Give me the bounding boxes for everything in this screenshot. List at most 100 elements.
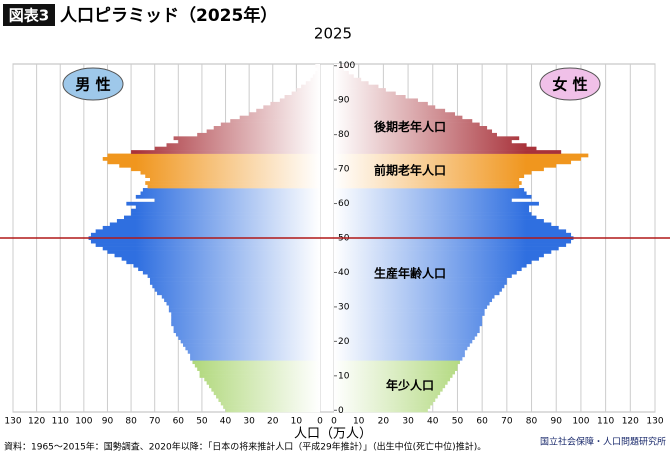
bar bbox=[334, 387, 443, 392]
bar bbox=[204, 377, 320, 382]
bar bbox=[315, 70, 320, 75]
bar bbox=[312, 74, 320, 79]
bar bbox=[334, 267, 522, 272]
bar bbox=[334, 263, 527, 268]
bar bbox=[225, 408, 320, 413]
bar bbox=[334, 305, 488, 309]
bar bbox=[334, 260, 532, 265]
bar bbox=[334, 229, 567, 234]
bar bbox=[230, 119, 320, 123]
x-tick-label: 0 bbox=[331, 417, 337, 427]
bar bbox=[334, 232, 572, 237]
bar bbox=[334, 363, 458, 368]
bar bbox=[334, 153, 589, 158]
x-tick-label: 90 bbox=[551, 417, 563, 427]
bar bbox=[178, 139, 320, 144]
bar bbox=[334, 184, 520, 189]
bar bbox=[301, 84, 320, 89]
x-tick-label: 10 bbox=[291, 417, 303, 427]
bar bbox=[334, 398, 436, 402]
bar bbox=[334, 67, 344, 72]
bar bbox=[270, 101, 320, 106]
bar bbox=[334, 225, 559, 230]
bar bbox=[334, 301, 490, 306]
bar bbox=[334, 101, 428, 106]
bar bbox=[192, 360, 320, 365]
bar bbox=[334, 349, 465, 354]
bar bbox=[334, 356, 463, 361]
bar bbox=[334, 132, 497, 137]
bar bbox=[334, 291, 500, 296]
y-tick-label: 0 bbox=[338, 406, 344, 416]
bar bbox=[334, 343, 470, 347]
bar bbox=[334, 188, 525, 192]
group-label: 生産年齢人口 bbox=[374, 266, 446, 281]
bar bbox=[199, 370, 320, 375]
bar bbox=[334, 329, 480, 334]
bar bbox=[334, 346, 468, 351]
x-tick-label: 80 bbox=[125, 417, 137, 427]
bar bbox=[249, 112, 320, 116]
bar bbox=[142, 188, 320, 192]
x-tick-label: 60 bbox=[173, 417, 185, 427]
bar bbox=[334, 243, 567, 247]
bar bbox=[114, 253, 321, 258]
page-title: 人口ピラミッド（2025年） bbox=[60, 5, 277, 26]
x-tick-label: 130 bbox=[646, 417, 663, 427]
bar bbox=[161, 294, 320, 299]
bar bbox=[131, 208, 320, 213]
bar bbox=[334, 277, 507, 282]
bar bbox=[315, 64, 320, 68]
bar bbox=[213, 126, 320, 130]
bar bbox=[147, 274, 320, 278]
bar bbox=[142, 270, 320, 275]
bar bbox=[180, 339, 320, 344]
bar bbox=[334, 70, 349, 75]
bar bbox=[183, 343, 320, 347]
bar bbox=[138, 267, 320, 272]
bar bbox=[334, 384, 446, 389]
bar bbox=[334, 98, 418, 103]
bar bbox=[109, 222, 320, 227]
group-label: 後期老年人口 bbox=[374, 119, 446, 134]
bar bbox=[152, 284, 320, 289]
bar bbox=[334, 380, 448, 385]
x-tick-label: 110 bbox=[52, 417, 69, 427]
bar bbox=[334, 253, 544, 258]
bar bbox=[149, 281, 320, 285]
bar bbox=[334, 239, 572, 244]
legend-bubble bbox=[539, 67, 601, 101]
bar bbox=[334, 281, 507, 285]
bar bbox=[90, 232, 320, 237]
bar bbox=[135, 194, 320, 199]
bar bbox=[334, 139, 512, 144]
badge: 図表3 bbox=[9, 7, 49, 25]
bar bbox=[119, 163, 321, 168]
bar bbox=[90, 239, 320, 244]
bar bbox=[334, 95, 406, 99]
bar bbox=[334, 212, 532, 216]
bar bbox=[334, 105, 436, 110]
bar bbox=[334, 308, 485, 313]
bar bbox=[135, 205, 320, 210]
bar bbox=[334, 360, 460, 365]
x-tick-label: 50 bbox=[196, 417, 208, 427]
bar bbox=[334, 274, 512, 278]
bar bbox=[131, 167, 320, 172]
y-tick-label: 30 bbox=[338, 302, 350, 312]
chart-title: 2025 bbox=[314, 25, 352, 43]
bar bbox=[334, 215, 537, 220]
x-tick-label: 100 bbox=[75, 417, 92, 427]
legend-label: 女 性 bbox=[552, 76, 587, 94]
bar bbox=[334, 198, 512, 203]
bar bbox=[334, 157, 581, 161]
bar bbox=[334, 294, 495, 299]
x-tick-label: 40 bbox=[220, 417, 232, 427]
bar bbox=[168, 305, 320, 309]
bar bbox=[279, 98, 320, 103]
bar bbox=[334, 167, 544, 172]
bar bbox=[334, 177, 520, 182]
y-tick-label: 10 bbox=[338, 371, 350, 381]
badge-box bbox=[3, 4, 55, 26]
bar bbox=[216, 394, 320, 399]
